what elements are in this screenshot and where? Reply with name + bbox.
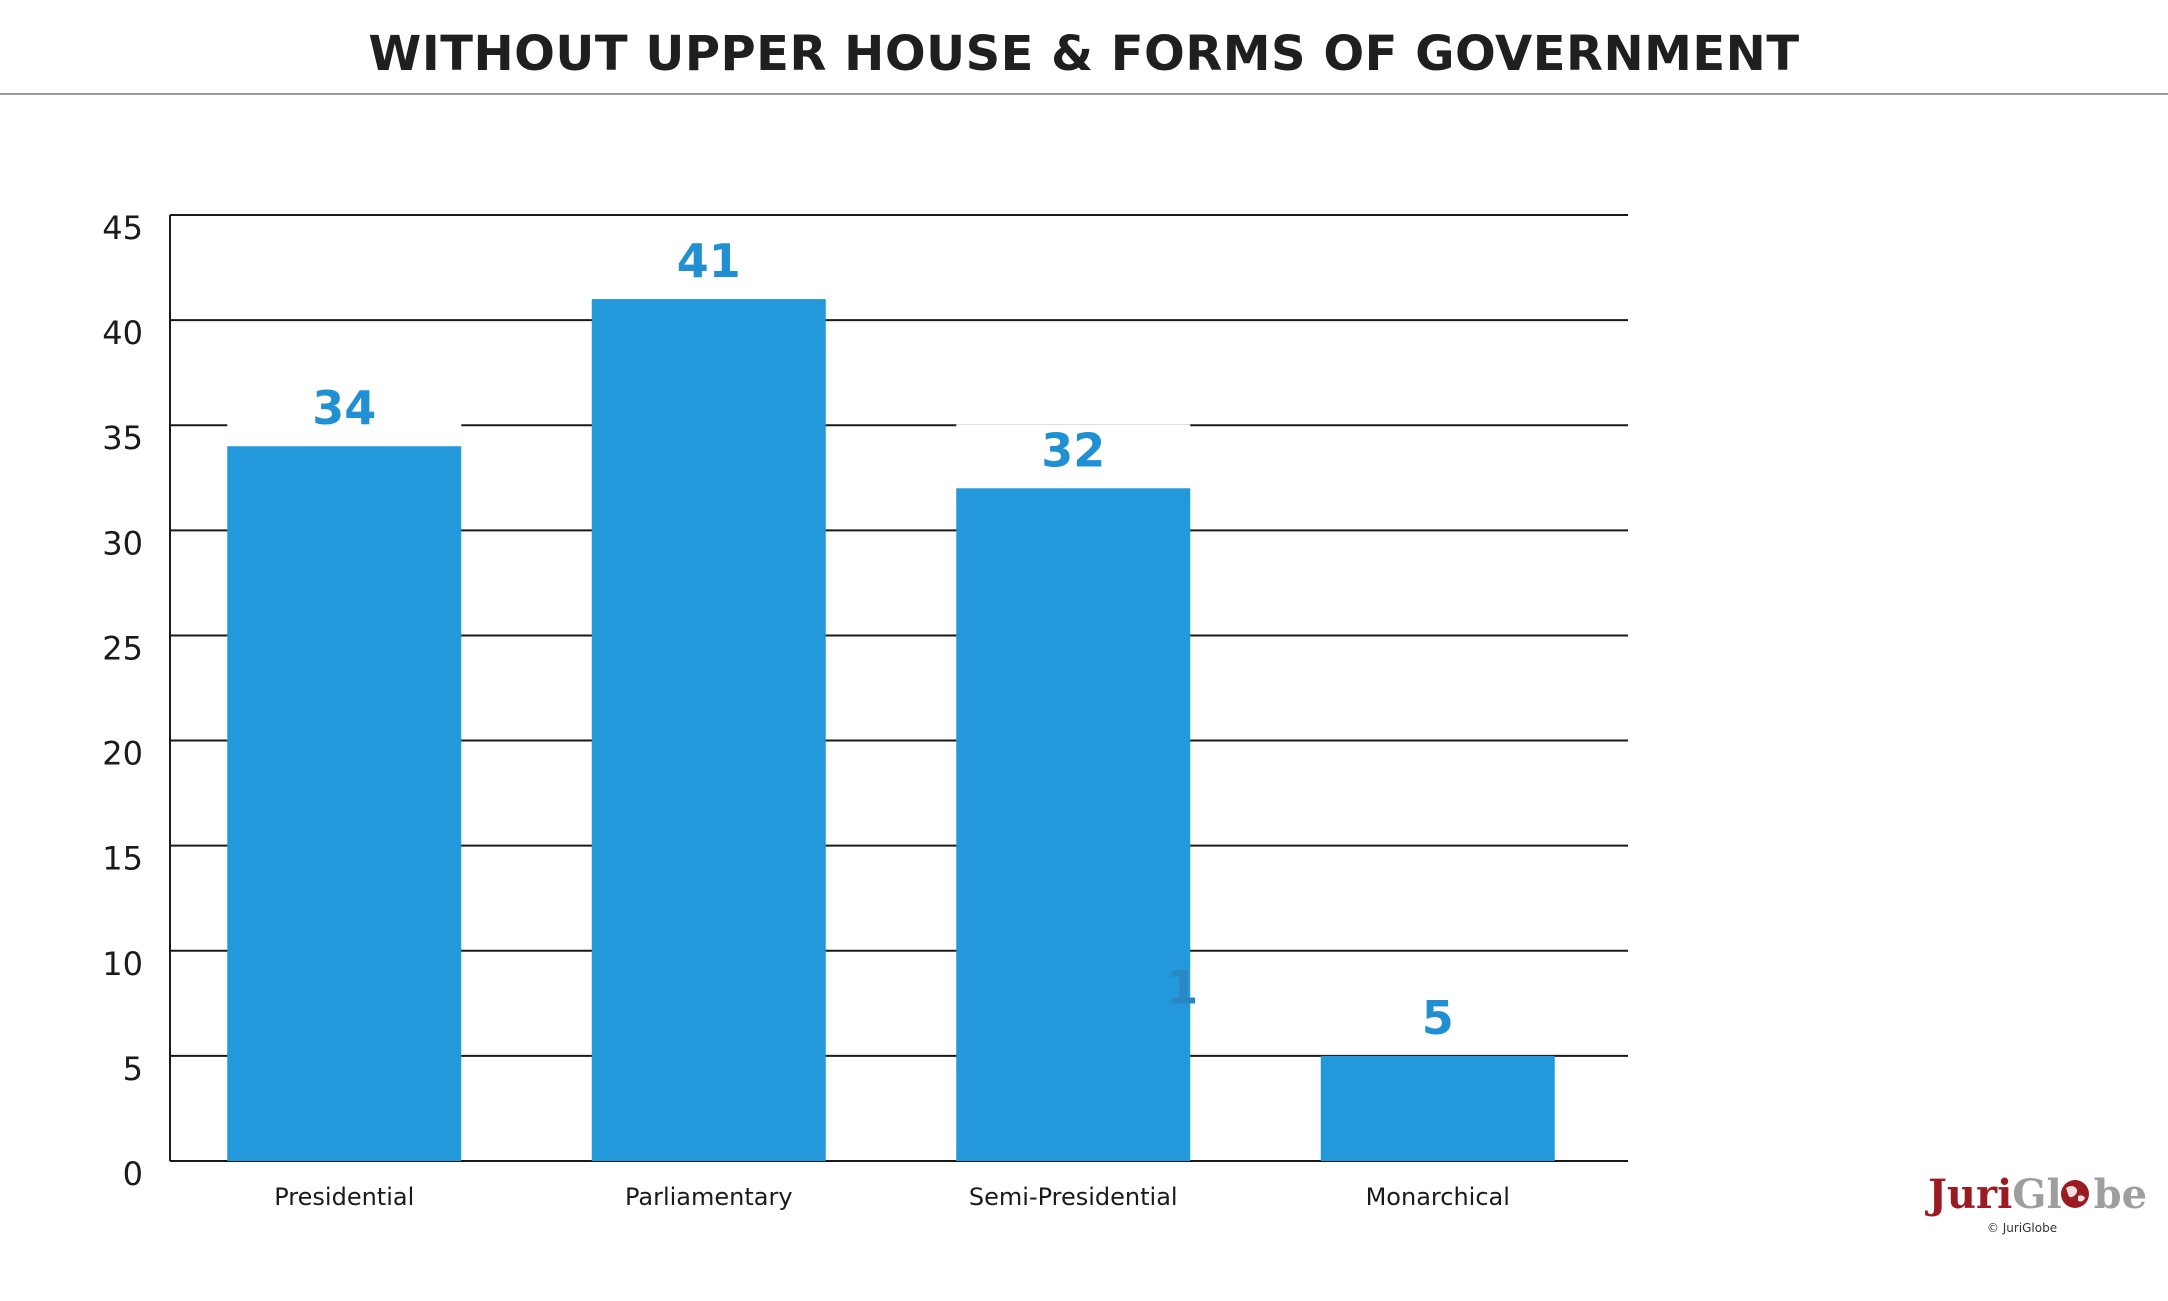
logo-wordmark: JuriGl be: [1925, 1171, 2147, 1218]
y-tick-label: 0: [123, 1155, 143, 1193]
y-tick-label: 10: [102, 945, 143, 983]
data-labels: 34 41 32 5: [227, 234, 1555, 1045]
y-axis-ticks: 0 5 10 15 20 25 30 35 40 45: [102, 209, 143, 1193]
data-label-parliamentary: 41: [677, 234, 741, 288]
juriglobe-logo: JuriGl be © JuriGlobe: [1925, 1171, 2147, 1235]
logo-copyright: © JuriGlobe: [1987, 1221, 2057, 1235]
logo-be: be: [2094, 1171, 2147, 1218]
data-label-background: [1320, 991, 1555, 1044]
y-tick-label: 35: [102, 419, 143, 457]
y-tick-label: 5: [123, 1050, 143, 1088]
x-category-label: Presidential: [274, 1183, 414, 1211]
stray-data-label: 1: [1166, 960, 1198, 1014]
data-label-background: [591, 235, 826, 288]
y-tick-label: 30: [102, 524, 143, 562]
x-axis-categories: Presidential Parliamentary Semi-Presidenti…: [274, 1183, 1510, 1211]
y-tick-label: 15: [102, 840, 143, 878]
data-label-background: [227, 382, 462, 435]
data-label-background: [956, 424, 1191, 477]
y-tick-label: 45: [102, 209, 143, 247]
globe-icon: [2061, 1180, 2089, 1208]
data-label-monarchical: 5: [1422, 991, 1454, 1045]
x-category-label: Monarchical: [1366, 1183, 1510, 1211]
chart-title: WITHOUT UPPER HOUSE & FORMS OF GOVERNMEN…: [368, 26, 1799, 82]
data-label-presidential: 34: [312, 381, 376, 435]
bar-semi-presidential: [956, 488, 1191, 1161]
x-category-label: Parliamentary: [625, 1183, 793, 1211]
bar-parliamentary: [591, 299, 826, 1162]
y-tick-label: 25: [102, 629, 143, 667]
logo-juri: Juri: [1925, 1171, 2012, 1218]
y-tick-label: 40: [102, 314, 143, 352]
logo-gl: Gl: [2012, 1171, 2061, 1218]
bars: [227, 299, 1555, 1162]
bar-presidential: [227, 446, 462, 1161]
x-category-label: Semi-Presidential: [969, 1183, 1178, 1211]
y-tick-label: 20: [102, 735, 143, 773]
bar-monarchical: [1320, 1055, 1555, 1161]
data-label-semi-presidential: 32: [1041, 423, 1105, 477]
